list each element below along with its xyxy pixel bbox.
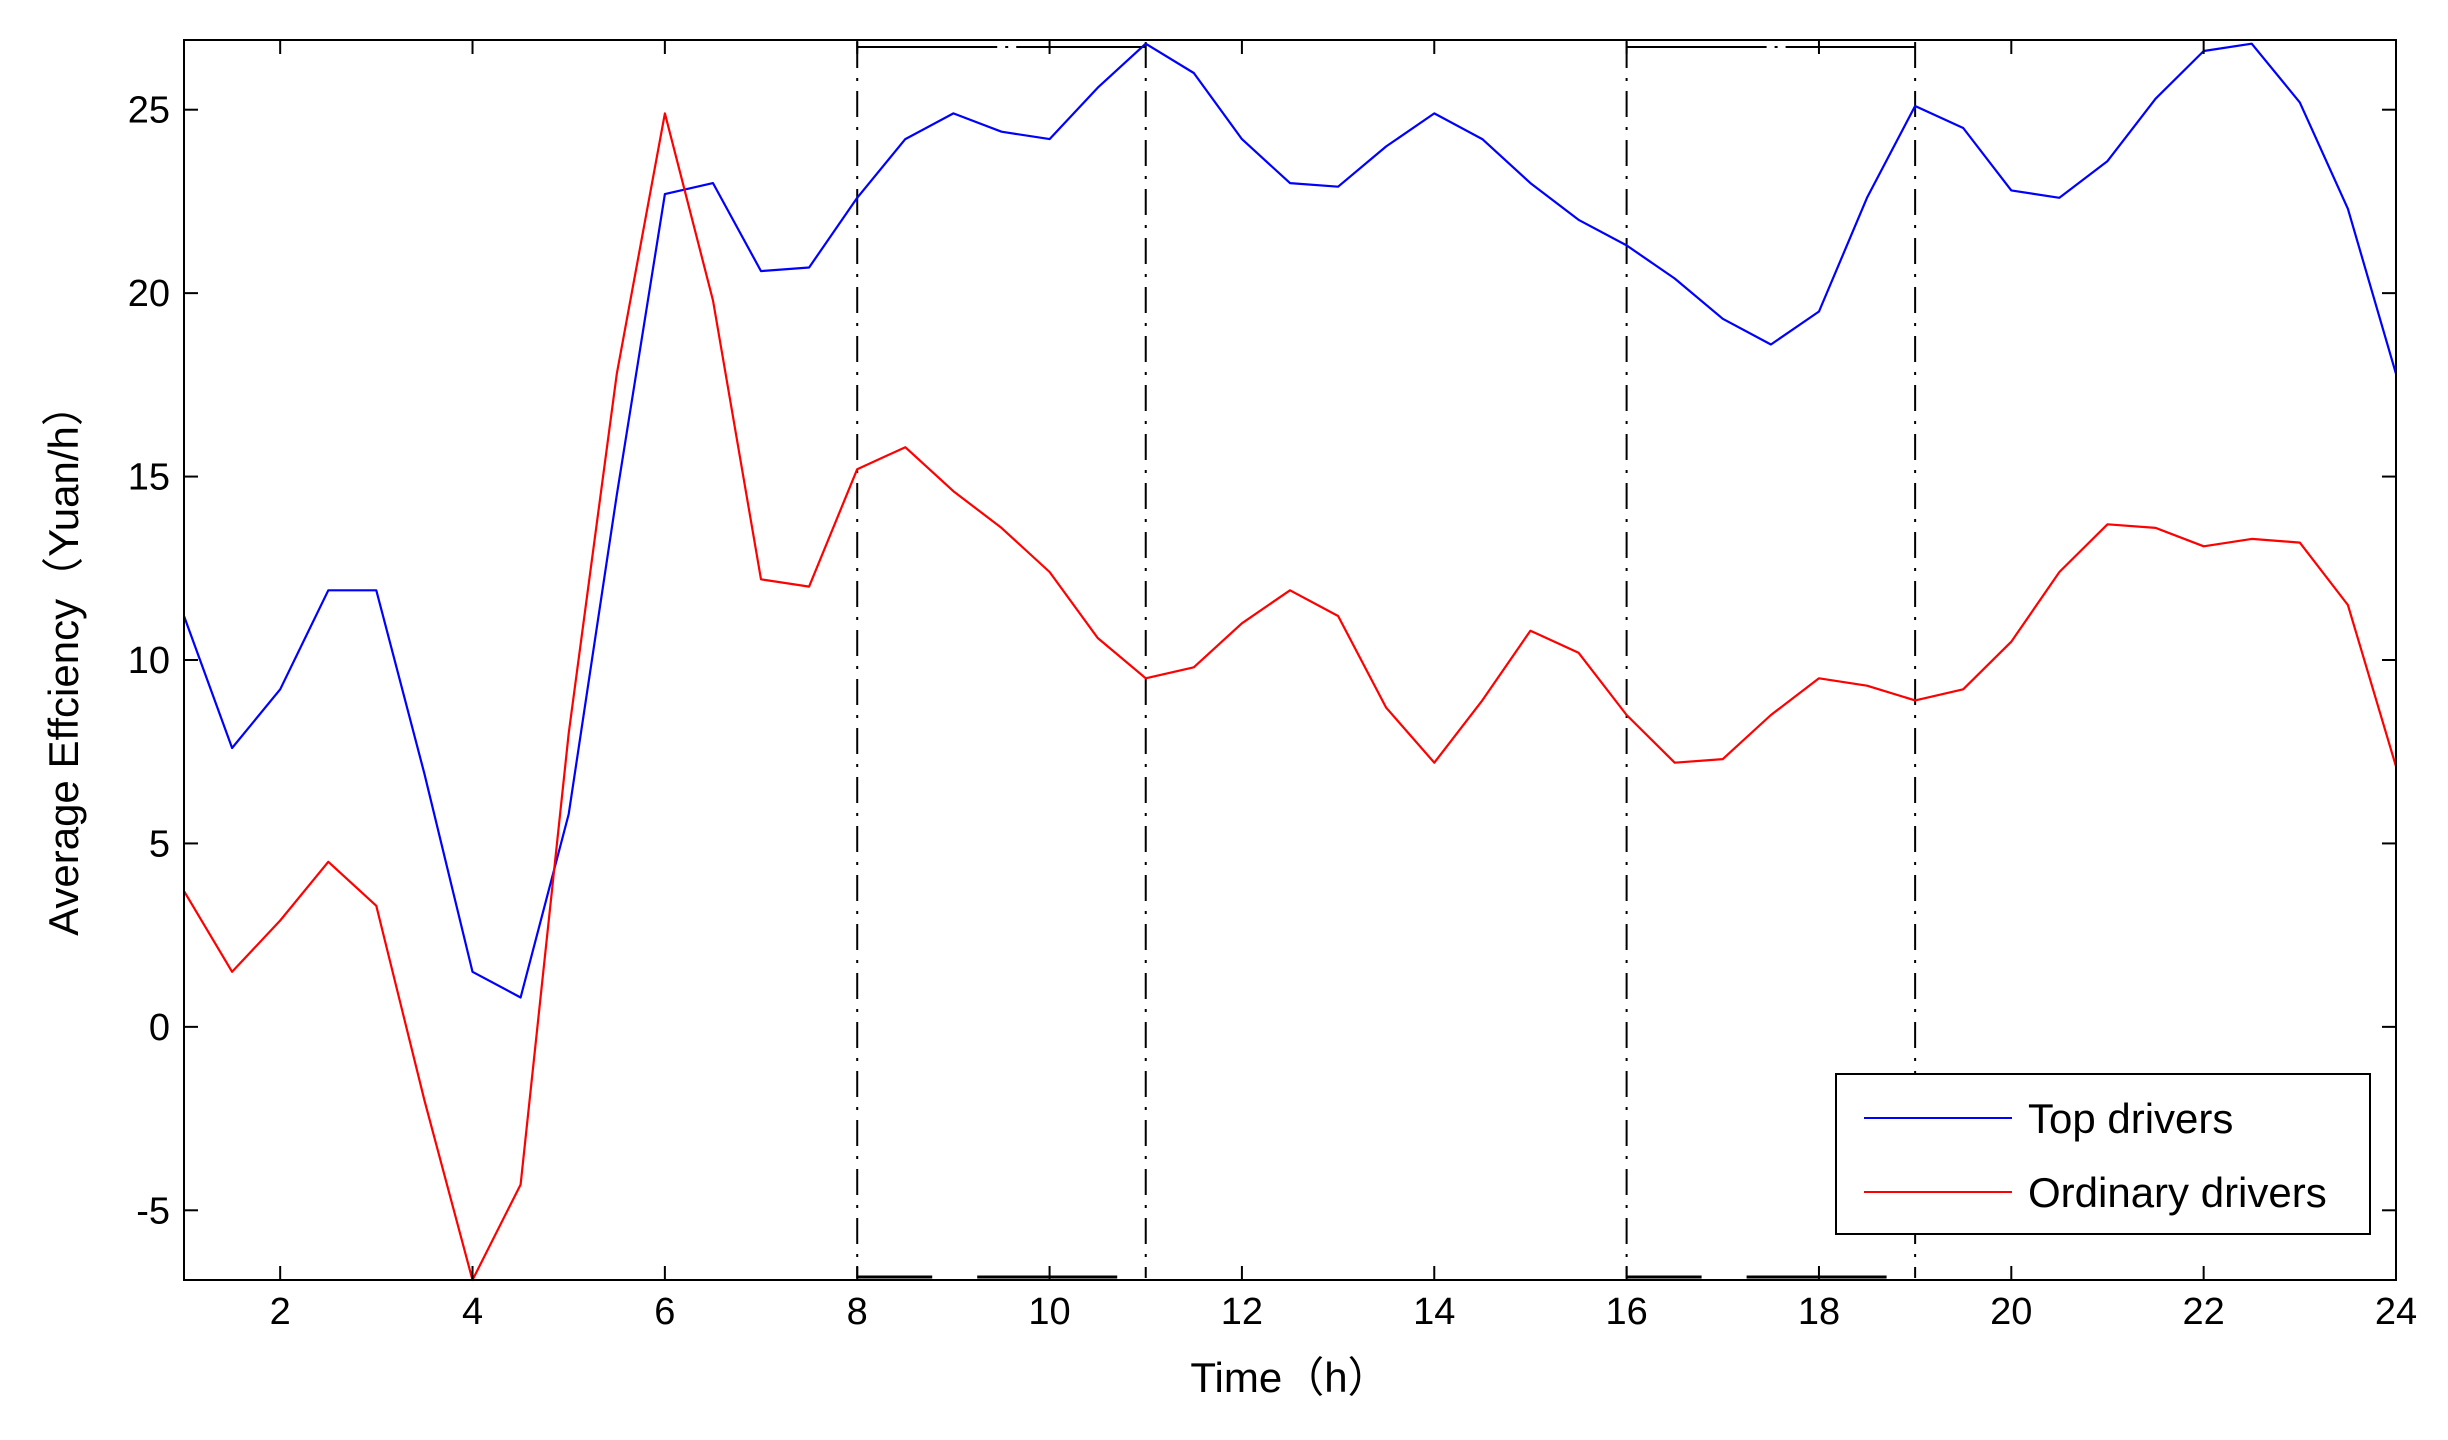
legend-box (1835, 1073, 2371, 1235)
series-line-0 (182, 42, 2398, 999)
y-tick-label: 5 (149, 823, 170, 865)
x-tick-label: 16 (1605, 1291, 1647, 1333)
series-line-1 (183, 112, 2398, 1282)
x-tick-label: 10 (1028, 1291, 1070, 1333)
series-lines (182, 42, 2398, 1282)
legend-label-top-drivers: Top drivers (2028, 1095, 2233, 1142)
x-tick-label: 12 (1221, 1291, 1263, 1333)
y-tick-label: 25 (128, 90, 170, 132)
legend-label-ordinary-drivers: Ordinary drivers (2028, 1169, 2327, 1216)
x-tick-label: 24 (2375, 1291, 2417, 1333)
x-tick-label: 2 (270, 1291, 291, 1333)
x-tick-label: 20 (1990, 1291, 2032, 1333)
y-axis-title: Average Effciency（Yuan/h） (40, 384, 87, 936)
y-tick-label: 10 (128, 640, 170, 682)
y-tick-label: 15 (128, 457, 170, 499)
x-tick-label: 22 (2183, 1291, 2225, 1333)
x-axis-title: Time（h） (1190, 1354, 1389, 1401)
y-tick-label: -5 (136, 1190, 170, 1232)
y-tick-label: 0 (149, 1007, 170, 1049)
y-tick-label: 20 (128, 273, 170, 315)
reference-lines (856, 42, 1917, 1279)
x-tick-label: 4 (462, 1291, 483, 1333)
x-tick-label: 14 (1413, 1291, 1455, 1333)
x-tick-label: 18 (1798, 1291, 1840, 1333)
x-tick-label: 6 (654, 1291, 675, 1333)
legend: Top drivers Ordinary drivers (1835, 1073, 2371, 1235)
x-tick-label: 8 (847, 1291, 868, 1333)
